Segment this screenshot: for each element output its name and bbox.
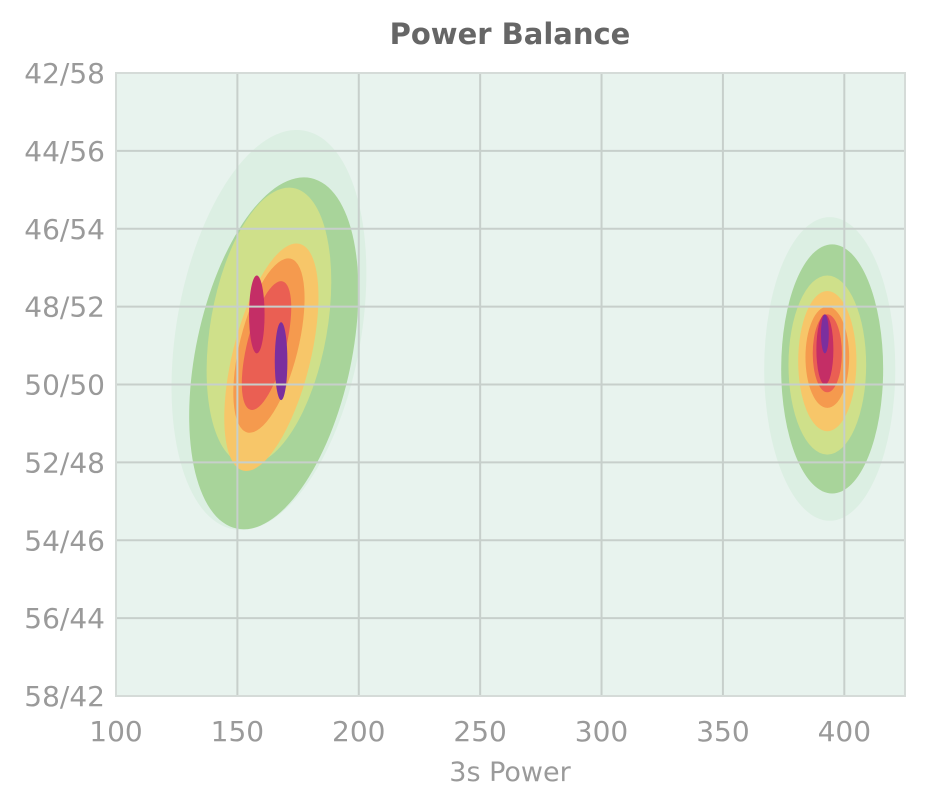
y-tick-label: 48/52: [24, 291, 105, 324]
x-tick-label: 300: [575, 715, 628, 748]
y-axis-ticks: 42/58 44/56 46/54 48/52 50/50 52/48 54/46 56/44…: [24, 57, 105, 713]
plot-frame: [115, 72, 906, 697]
contour-level: [821, 314, 829, 354]
y-tick-label: 46/54: [24, 213, 105, 246]
contour-level: [241, 281, 292, 410]
x-axis-ticks: 100 150 200 250 300 350 400: [89, 715, 871, 748]
contour-level: [249, 275, 265, 354]
y-tick-label: 42/58: [24, 57, 105, 90]
x-tick-label: 250: [453, 715, 506, 748]
grid-lines: [116, 72, 905, 697]
contour-cluster: [764, 217, 896, 521]
y-tick-label: 56/44: [24, 602, 105, 635]
x-axis-label: 3s Power: [449, 757, 571, 786]
y-tick-label: 44/56: [24, 135, 105, 168]
x-tick-label: 400: [818, 715, 871, 748]
x-tick-label: 200: [332, 715, 385, 748]
x-tick-label: 150: [211, 715, 264, 748]
contour-cluster: [171, 129, 367, 531]
x-tick-label: 100: [89, 715, 142, 748]
y-tick-label: 52/48: [24, 446, 105, 479]
x-tick-label: 350: [696, 715, 749, 748]
chart-title: Power Balance: [390, 17, 631, 51]
y-tick-label: 54/46: [24, 524, 105, 557]
contour-level: [274, 322, 288, 401]
y-tick-label: 58/42: [24, 680, 105, 713]
y-tick-label: 50/50: [24, 369, 105, 402]
